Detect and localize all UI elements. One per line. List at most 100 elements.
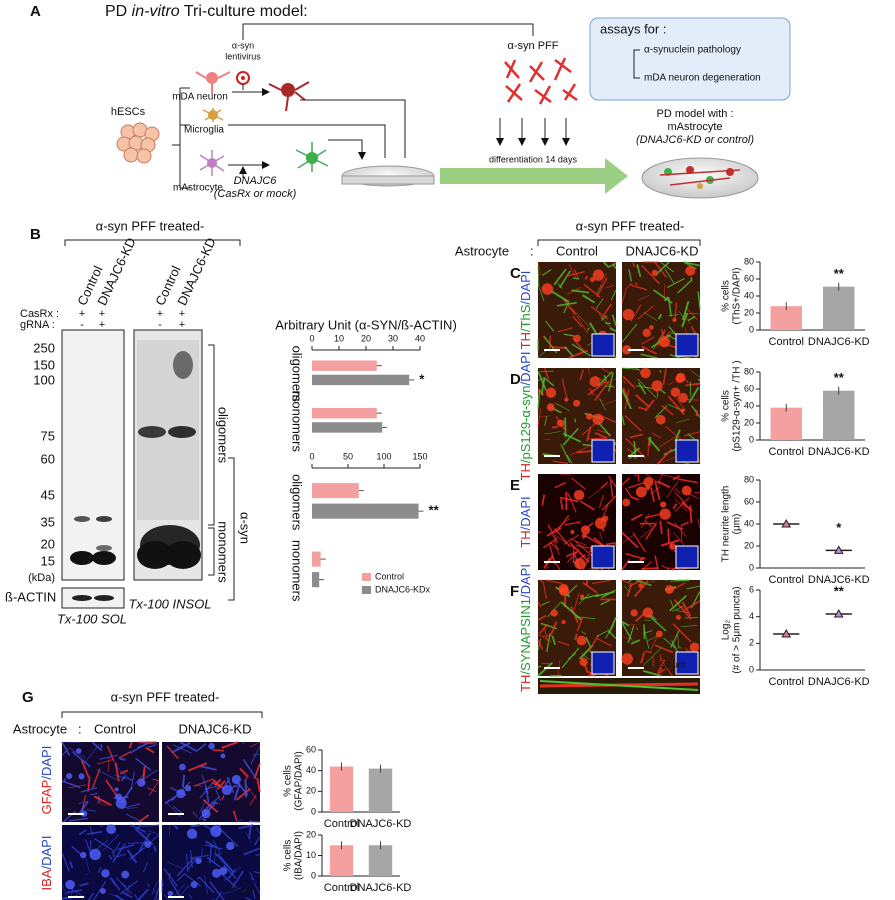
image-feature: [650, 486, 661, 495]
image-feature: [572, 315, 583, 328]
image-feature: [599, 531, 603, 540]
image-feature: [66, 772, 73, 780]
image-feature: [79, 882, 89, 887]
stain-part: /SYNAPSIN1: [518, 598, 533, 675]
image-feature: [640, 651, 646, 664]
image-feature: [672, 475, 681, 481]
image-feature: [622, 387, 630, 402]
image-feature: [221, 887, 242, 895]
image-feature: [213, 846, 217, 865]
image-feature: [95, 801, 109, 807]
image-feature: [570, 529, 575, 535]
image-feature: [625, 437, 647, 459]
image-feature: [92, 768, 101, 789]
image-feature: [600, 599, 611, 606]
stain-label: TH/pS129-α-syn/DAPI: [518, 352, 533, 481]
image-feature: [591, 579, 611, 585]
image-feature: [640, 353, 658, 359]
image-feature: [537, 639, 544, 650]
connector: [242, 23, 534, 40]
stain-label: TH/SYNAPSIN1/DAPI: [518, 564, 533, 692]
image-feature: [630, 639, 641, 645]
image-feature: [667, 528, 670, 544]
image-feature: [190, 824, 201, 828]
image-feature: [594, 432, 608, 439]
image-feature: [583, 283, 601, 298]
image-feature: [537, 614, 547, 621]
mean-marker: [781, 518, 792, 528]
image-feature: [148, 834, 160, 845]
image-feature: [608, 616, 617, 634]
image-feature: [649, 325, 654, 330]
image-feature: [609, 327, 617, 333]
image-feature: [621, 367, 640, 370]
image-feature: [194, 813, 198, 818]
image-feature: [629, 433, 644, 439]
image-feature: [687, 315, 696, 322]
image-feature: [667, 297, 672, 317]
image-feature: [87, 776, 91, 792]
model-label: (DNAJC6-KD or control): [636, 134, 754, 146]
image-feature: [576, 315, 588, 334]
image-feature: [201, 774, 209, 795]
bar: [312, 407, 377, 419]
image-feature: [236, 788, 251, 801]
colon: :: [78, 721, 82, 736]
image-feature: [635, 486, 647, 498]
source-label: hESCs: [111, 106, 146, 118]
image-feature: [584, 535, 604, 547]
image-feature: [644, 619, 651, 622]
image-feature: [645, 522, 658, 540]
image-feature: [621, 415, 625, 426]
grna-sign: +: [179, 319, 185, 331]
panel-letter: F: [510, 583, 519, 600]
image-feature: [622, 498, 631, 507]
image-feature: [542, 582, 548, 600]
image-feature: [660, 261, 674, 273]
image-feature: [672, 623, 692, 643]
image-feature: [594, 380, 610, 402]
image-feature: [669, 353, 681, 359]
image-feature: [622, 345, 632, 355]
image-feature: [621, 579, 631, 585]
image-feature: [654, 555, 659, 571]
image-feature: [135, 757, 152, 771]
stain-part: /DAPI: [518, 352, 533, 386]
image-feature: [537, 415, 551, 418]
image-feature: [628, 579, 632, 583]
assays-title: assays for :: [600, 21, 666, 36]
image-feature: [669, 595, 687, 612]
image-feature: [66, 889, 82, 894]
marker-label: 20: [41, 536, 55, 551]
mean-marker: [833, 608, 844, 618]
image-feature: [99, 754, 118, 760]
image-feature: [96, 759, 114, 765]
image-feature: [561, 378, 568, 399]
image-feature: [537, 350, 547, 358]
image-feature: [606, 284, 614, 289]
image-feature: [608, 372, 614, 392]
micrograph: [537, 579, 617, 677]
image-feature: [564, 397, 569, 402]
marker-label: 250: [33, 340, 55, 355]
bar: [823, 390, 855, 440]
image-feature: [249, 794, 257, 806]
image-feature: [89, 825, 93, 836]
image-feature: [560, 499, 564, 510]
image-feature: [598, 272, 607, 291]
band: [70, 551, 94, 565]
panel-letter: D: [510, 371, 521, 388]
image-feature: [78, 773, 85, 780]
image-feature: [574, 633, 578, 641]
image-feature: [658, 435, 677, 448]
image-feature: [659, 520, 663, 535]
image-feature: [684, 462, 690, 465]
image-feature: [163, 868, 178, 887]
image-feature: [205, 840, 217, 848]
image-feature: [201, 817, 207, 822]
image-feature: [546, 403, 555, 412]
y-axis-label: % cells: [721, 390, 732, 422]
column-label: DNAJC6-KD: [179, 721, 252, 736]
image-feature: [690, 276, 693, 280]
image-feature: [239, 767, 249, 778]
